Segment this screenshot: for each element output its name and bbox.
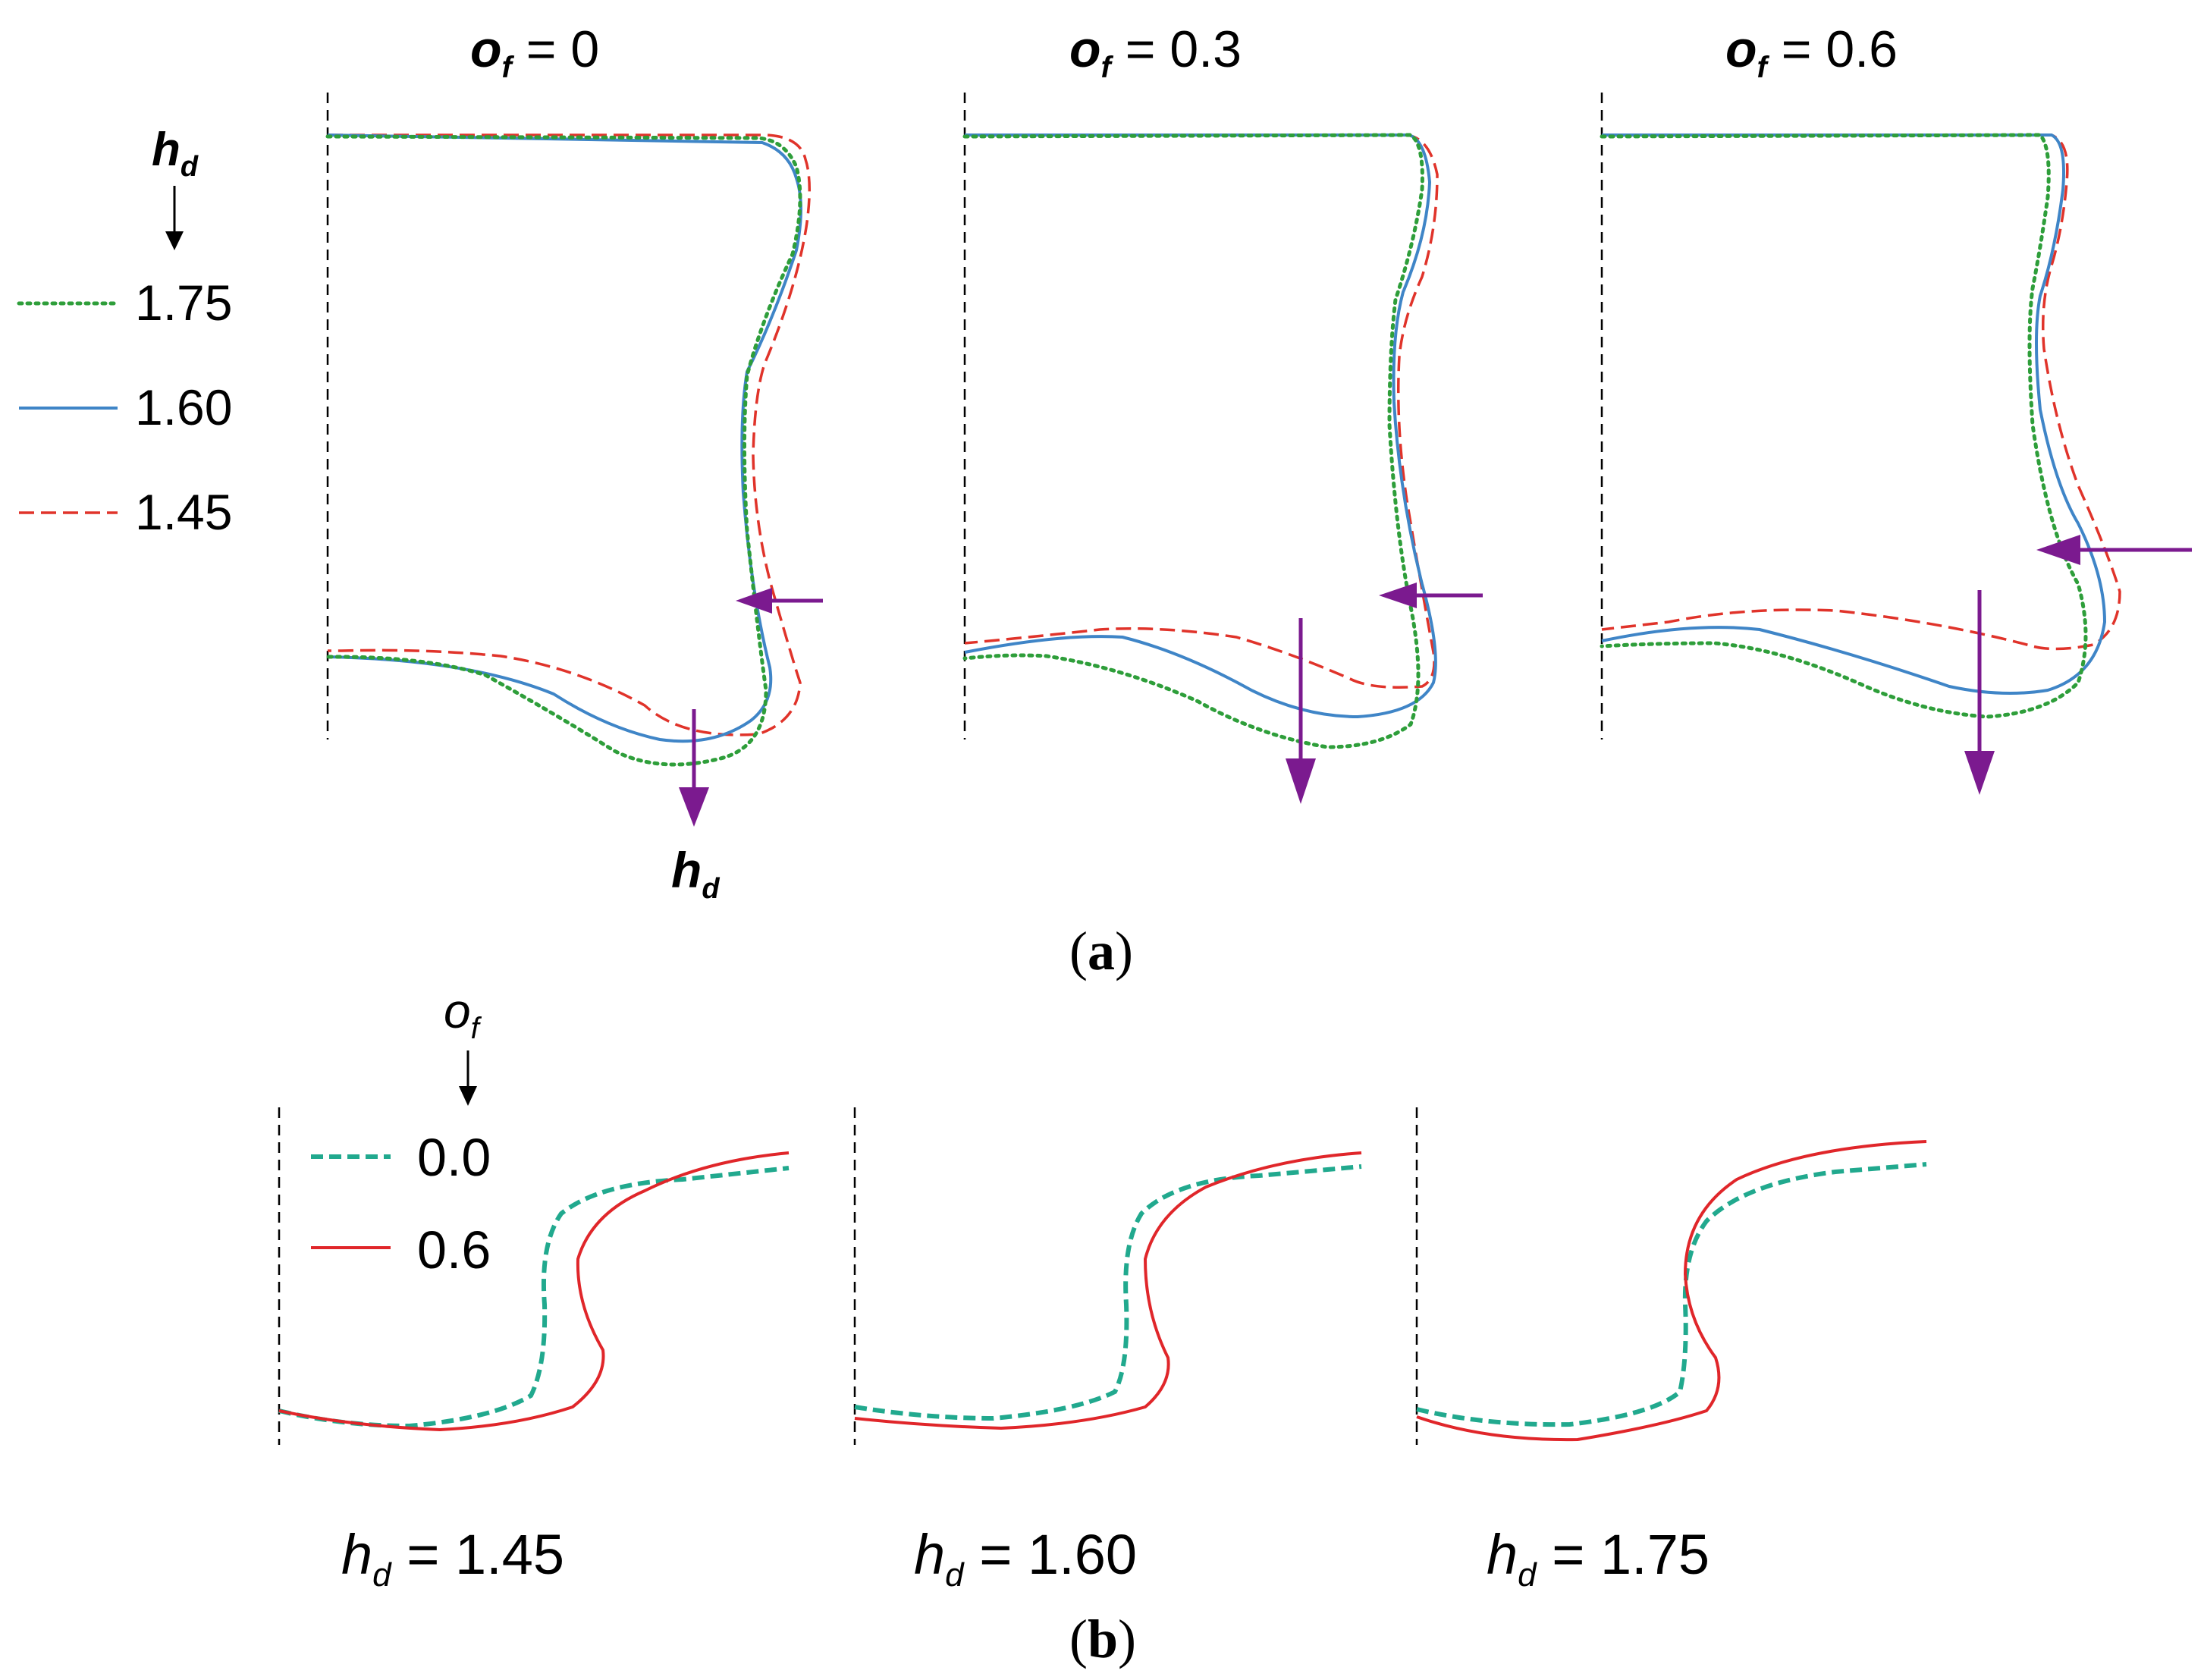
arrow-left-2-head [1379,583,1417,608]
arrow-down-3-head [1964,751,1995,795]
profile-hd-1.75 [1600,133,2088,719]
legend-a-label-3: 1.45 [135,484,232,540]
profile-hd-1.75 [325,134,802,767]
profile-of-0.6 [854,1151,1362,1430]
profile-hd-1.60 [964,133,1437,719]
legend-b-label-2: 0.6 [417,1220,491,1280]
panel-b-legend: of 0.0 0.6 [311,984,491,1280]
arrow-label-hd: hd [671,842,720,905]
arrow-down-1-head [679,787,709,827]
legend-b-label-1: 0.0 [417,1128,491,1187]
panel-a: of = 0 of = 0.3 of = 0.6 hd 1.75 1.60 1.… [17,20,2192,981]
panel-b-label-1: hd = 1.45 [341,1523,564,1594]
panel-a-plot-2 [962,93,1483,804]
legend-a-down-arrowhead [165,231,184,250]
panel-a-plot-1: hd [325,93,823,905]
profile-of-0.0 [278,1166,790,1429]
panel-b-label-3: hd = 1.75 [1487,1523,1710,1594]
profile-hd-1.60 [1601,133,2107,695]
legend-a-symbol: hd [152,124,199,183]
profile-hd-1.45 [1601,133,2121,651]
legend-b-symbol: of [444,984,482,1045]
profile-hd-1.75 [962,133,1424,749]
profile-hd-1.45 [328,133,811,736]
profile-hd-1.60 [327,133,802,743]
profile-hd-1.45 [964,133,1439,689]
panel-a-title-1: of = 0 [470,20,599,84]
profile-of-0.6 [278,1151,790,1432]
panel-b-plot-1: hd = 1.45 [278,1107,790,1594]
panel-b-plot-3: hd = 1.75 [1415,1107,1927,1594]
profile-of-0.6 [1416,1140,1927,1442]
panel-b-plot-2: hd = 1.60 [853,1107,1362,1594]
panel-a-title-3: of = 0.6 [1725,20,1898,84]
legend-a-label-1: 1.75 [135,275,232,331]
profile-of-0.0 [854,1164,1362,1421]
profile-of-0.0 [1416,1162,1927,1427]
legend-a-label-2: 1.60 [135,379,232,435]
arrow-down-2-head [1286,758,1316,804]
panel-a-title-2: of = 0.3 [1069,20,1242,84]
panel-a-plot-3 [1600,93,2192,795]
arrow-left-3-head [2036,535,2080,565]
panel-a-caption: (a) [1069,921,1133,981]
panel-b-caption: (b) [1069,1609,1136,1669]
arrow-left-1-head [736,588,772,614]
panel-a-legend: hd 1.75 1.60 1.45 [17,124,232,540]
panel-b-label-2: hd = 1.60 [914,1523,1137,1594]
legend-b-down-arrowhead [459,1086,477,1106]
panel-b: of 0.0 0.6 hd = 1.45 hd = 1.60 [278,984,1927,1669]
